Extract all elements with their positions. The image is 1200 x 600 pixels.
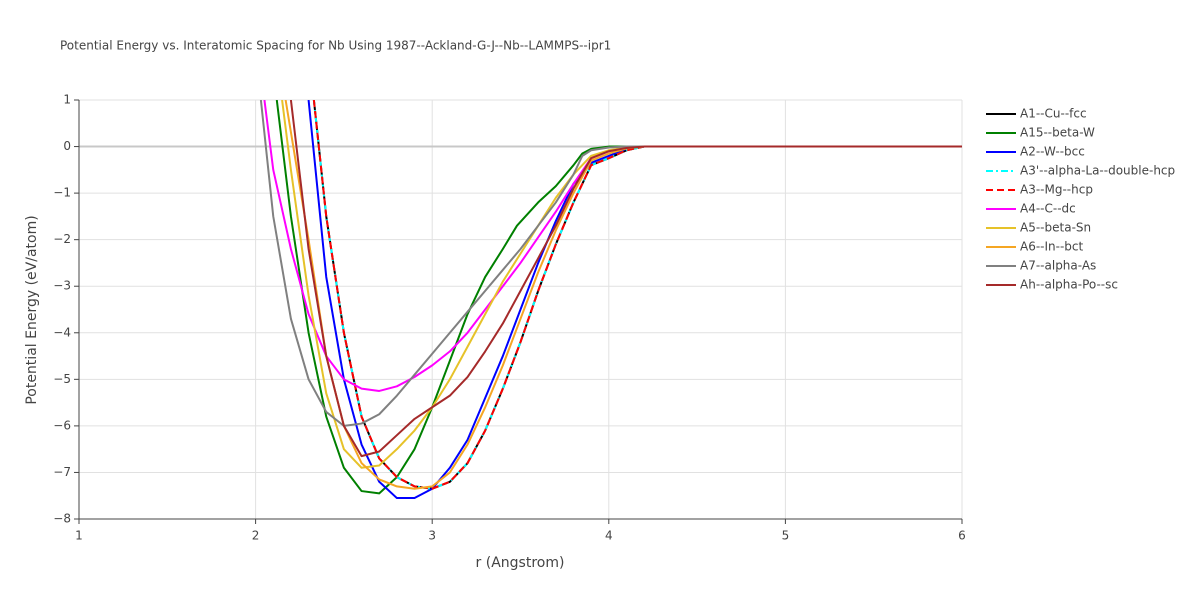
legend-label: A4--C--dc	[1020, 202, 1076, 216]
legend-label: A3--Mg--hcp	[1020, 183, 1093, 197]
x-tick-label: 3	[428, 529, 436, 543]
x-axis-title: r (Angstrom)	[476, 555, 565, 571]
y-tick-label: −6	[53, 418, 71, 432]
y-tick-label: −8	[53, 512, 71, 526]
y-tick-label: 1	[63, 93, 71, 107]
y-tick-label: −3	[53, 279, 71, 293]
x-tick-label: 2	[252, 529, 260, 543]
y-tick-label: −1	[53, 186, 71, 200]
x-tick-label: 1	[75, 529, 83, 543]
legend: A1--Cu--fcc A15--beta-W A2--W--bcc A3'--alp…	[986, 107, 1175, 292]
plot-area	[259, 100, 962, 500]
legend-label: A7--alpha-As	[1020, 259, 1096, 273]
x-tick-label: 4	[605, 529, 613, 543]
legend-label: Ah--alpha-Po--sc	[1020, 278, 1118, 292]
legend-label: A5--beta-Sn	[1020, 221, 1091, 235]
legend-label: A6--In--bct	[1020, 240, 1084, 254]
series-line	[259, 100, 962, 427]
y-tick-label: −2	[53, 232, 71, 246]
series-line	[289, 100, 962, 458]
legend-label: A15--beta-W	[1020, 126, 1095, 140]
y-tick-label: 0	[63, 139, 71, 153]
series-line	[275, 100, 962, 495]
series-line	[307, 100, 962, 500]
legend-label: A2--W--bcc	[1020, 145, 1085, 159]
series-line	[284, 100, 962, 490]
x-tick-label: 5	[782, 529, 790, 543]
legend-label: A3'--alpha-La--double-hcp	[1020, 164, 1175, 178]
axes: 1 2 3 4 5 6 −8 −7 −6 −5 −4 −3 −2 −1 0 1	[53, 93, 966, 543]
series-line	[312, 100, 962, 490]
y-axis-title: Potential Energy (eV/atom)	[24, 215, 40, 404]
series-line	[281, 100, 962, 469]
y-tick-label: −4	[53, 325, 71, 339]
chart-title: Potential Energy vs. Interatomic Spacing…	[60, 39, 611, 53]
y-tick-label: −7	[53, 465, 71, 479]
legend-label: A1--Cu--fcc	[1020, 107, 1087, 121]
x-tick-label: 6	[958, 529, 966, 543]
y-tick-label: −5	[53, 372, 71, 386]
